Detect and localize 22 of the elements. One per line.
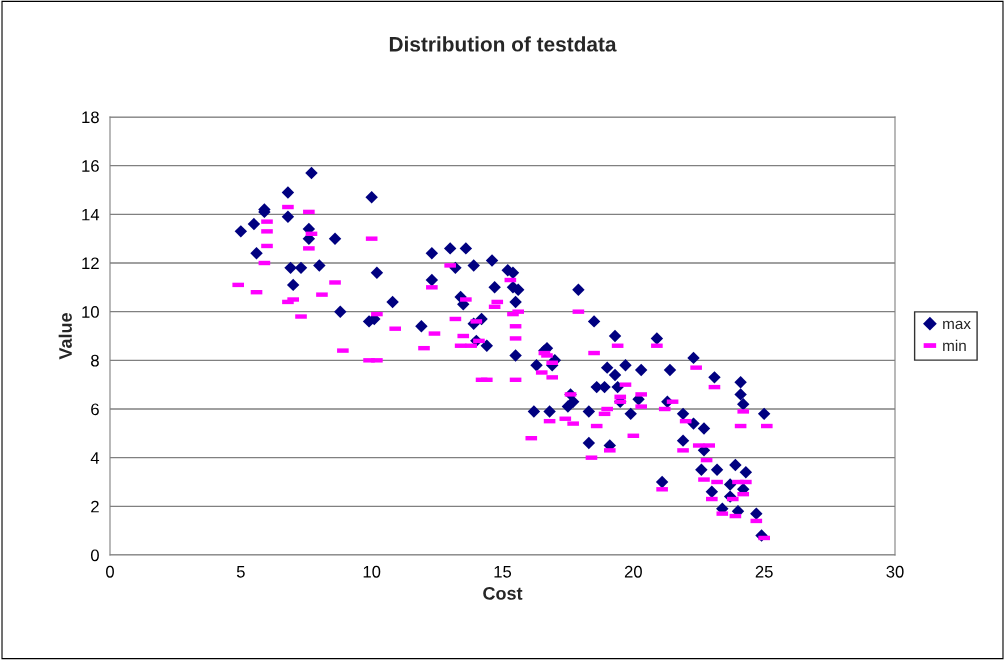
legend-label: min [943,339,966,351]
y-tick-label: 4 [90,452,100,464]
chart-title: Distribution of testdata [389,36,617,52]
legend-label: max [943,320,971,330]
y-axis-title: Value [58,313,72,360]
y-tick-label: 8 [91,354,99,367]
y-tick-label: 2 [91,500,99,513]
x-tick-label: 25 [755,565,773,578]
y-tick-label: 16 [82,160,99,172]
y-tick-label: 10 [82,306,99,318]
y-tick-label: 12 [82,257,99,270]
y-tick-label: 0 [90,549,99,562]
y-tick-label: 18 [82,111,99,124]
x-tick-label: 0 [106,565,114,578]
y-tick-label: 6 [91,403,99,416]
x-tick-label: 30 [886,565,904,578]
y-tick-label: 14 [82,208,100,221]
x-axis-title: Cost [483,586,523,600]
x-tick-label: 10 [363,565,381,578]
x-tick-label: 20 [624,565,642,578]
x-tick-label: 5 [236,566,245,578]
x-tick-label: 15 [494,566,512,578]
